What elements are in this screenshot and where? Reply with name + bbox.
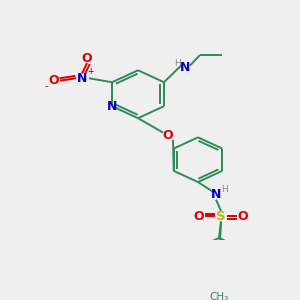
- Text: O: O: [82, 52, 92, 65]
- Text: N: N: [107, 100, 117, 113]
- Text: CH₃: CH₃: [209, 292, 229, 300]
- Text: N: N: [180, 61, 190, 74]
- Text: S: S: [216, 210, 226, 223]
- Text: O: O: [238, 210, 248, 223]
- Text: H: H: [220, 185, 227, 194]
- Text: O: O: [49, 74, 59, 87]
- Text: O: O: [163, 129, 173, 142]
- Text: H: H: [175, 58, 182, 68]
- Text: O: O: [194, 210, 204, 223]
- Text: N: N: [77, 72, 87, 85]
- Text: -: -: [44, 81, 48, 91]
- Text: +: +: [87, 68, 93, 76]
- Text: N: N: [211, 188, 221, 200]
